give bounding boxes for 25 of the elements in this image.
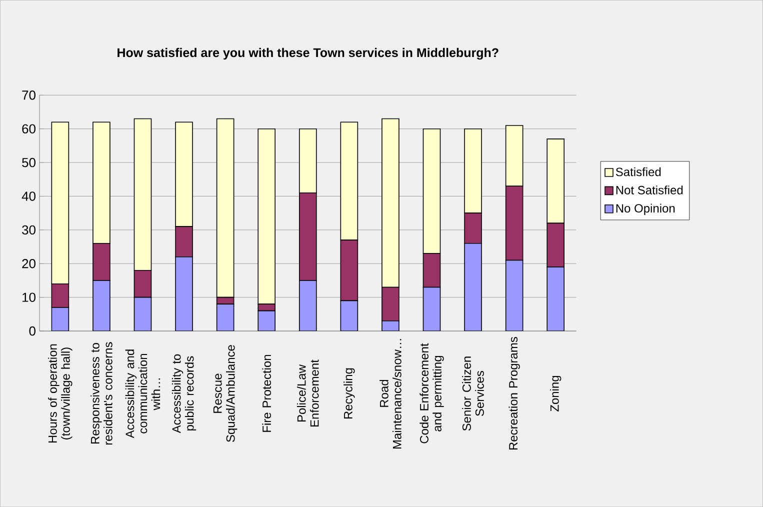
legend-label: Not Satisfied [616,186,683,194]
x-tick-label: Rescue Squad/Ambulance [213,345,238,442]
x-tick-label: Senior Citizen Services [462,356,484,431]
x-tick-label: Code Enforcement and permitting [420,343,444,444]
x-tick-label: Police/Law Enforcement [296,360,319,426]
y-tick-label: 30 [22,225,36,234]
y-tick-label: 40 [22,192,36,201]
x-tick-label: Hours of operation (town/village hall) [48,344,72,442]
y-tick-label: 0 [29,326,36,336]
y-tick-label: 10 [22,292,36,302]
x-tick-label: Accessibility to public records [172,354,196,434]
x-tick-label: Recreation Programs [508,336,520,450]
y-tick-label: 20 [22,258,36,268]
x-tick-label: Fire Protection [262,354,271,432]
y-tick-label: 50 [22,158,36,168]
x-tick-label: Road Maintenance/snow… [380,339,402,448]
x-tick-label: Responsiveness to resident's concerns [90,342,112,444]
x-tick-label: Accessibility and communication with… [125,350,160,438]
x-tick-label: Recycling [344,368,355,418]
x-tick-label: Zoning [550,376,562,412]
legend-label: No Opinion [616,204,675,215]
legend-label: Satisfied [616,167,661,176]
y-tick-label: 60 [22,124,36,134]
y-tick-label: 70 [22,90,36,100]
chart-title: How satisfied are you with these Town services in Middleburgh? [118,48,498,60]
